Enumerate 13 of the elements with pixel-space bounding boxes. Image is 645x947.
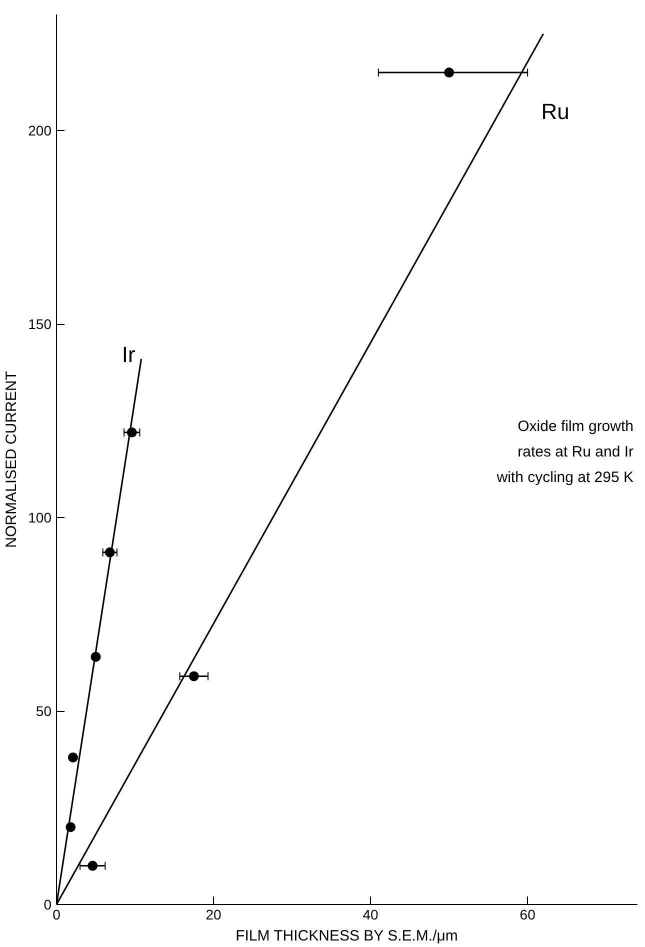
y-tick-label: 100: [28, 510, 52, 526]
series-label: Ir: [122, 342, 136, 367]
y-tick-label: 200: [28, 122, 52, 139]
x-axis-title: FILM THICKNESS BY S.E.M./μm: [236, 928, 458, 944]
x-tick-label: 60: [520, 906, 536, 922]
y-tick-label: 50: [36, 703, 52, 720]
y-tick-label: 0: [44, 896, 52, 912]
y-axis-title: NORMALISED CURRENT: [3, 371, 20, 548]
x-tick-label: 20: [206, 906, 222, 922]
series-label: Ru: [541, 98, 570, 124]
annotation: Oxide film growth rates at Ru and Ir with cycling at 295 K: [496, 418, 634, 486]
x-tick-label: 40: [362, 906, 379, 922]
y-tick-label: 150: [28, 316, 52, 332]
